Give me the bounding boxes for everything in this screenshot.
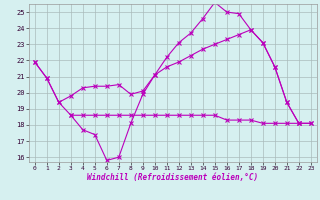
X-axis label: Windchill (Refroidissement éolien,°C): Windchill (Refroidissement éolien,°C) xyxy=(87,173,258,182)
